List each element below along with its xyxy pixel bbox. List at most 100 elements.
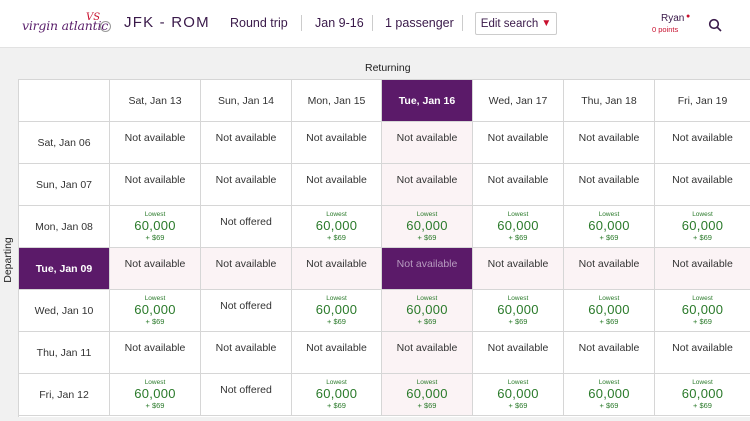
user-menu-dot-icon[interactable]: ● — [686, 13, 691, 20]
fare-cell[interactable]: Not available — [292, 248, 382, 290]
not-available-text: Not available — [672, 174, 733, 186]
lowest-label: Lowest — [144, 379, 166, 386]
fare-cell[interactable]: Not offered — [201, 374, 292, 416]
column-header[interactable]: Sun, Jan 14 — [201, 80, 292, 122]
row-header[interactable]: Wed, Jan 10 — [19, 290, 110, 332]
column-header[interactable]: Sat, Jan 13 — [110, 80, 201, 122]
not-available-text: Not available — [578, 258, 640, 270]
miles-price: 60,000 — [134, 386, 176, 401]
fare-cell[interactable]: Not available — [110, 122, 201, 164]
fee-price: + $69 — [145, 317, 165, 326]
fare-cell[interactable]: Not available — [564, 332, 655, 374]
fare-cell[interactable]: Not available — [655, 164, 750, 206]
fee-price: + $69 — [145, 233, 165, 242]
column-header[interactable]: Tue, Jan 16 — [382, 80, 473, 122]
fare-cell[interactable]: Not available — [473, 248, 564, 290]
fare-cell[interactable]: Lowest 60,000 + $69 — [564, 206, 655, 248]
fare-cell[interactable]: Lowest 60,000 + $69 — [655, 374, 750, 416]
virgin-atlantic-logo[interactable]: virgin atlantic VS — [22, 12, 114, 36]
not-available-text: Not available — [306, 342, 367, 354]
fare-cell[interactable]: Not available — [201, 122, 292, 164]
fare-cell[interactable]: Not available — [110, 248, 201, 290]
lowest-label: Lowest — [692, 211, 713, 218]
fare-cell[interactable]: Not available — [564, 248, 655, 290]
fare-cell[interactable]: Not available — [655, 332, 750, 374]
fare-cell[interactable]: Not available — [201, 248, 292, 290]
not-available-text: Not available — [396, 342, 458, 354]
fare-cell[interactable]: Not available — [201, 164, 292, 206]
fare-cell[interactable]: Lowest 60,000 + $69 — [110, 290, 201, 332]
fare-cell[interactable]: Not available — [292, 164, 382, 206]
edit-search-button[interactable]: Edit search ▼ — [475, 12, 557, 35]
not-available-text: Not available — [215, 342, 277, 354]
fare-cell[interactable]: Not offered — [201, 206, 292, 248]
trip-dates: Jan 9-16 — [315, 16, 364, 30]
fare-cell[interactable]: Lowest 60,000 + $69 — [655, 206, 750, 248]
returning-label: Returning — [365, 62, 411, 74]
fare-cell[interactable]: Lowest 60,000 + $69 — [110, 206, 201, 248]
fare-cell[interactable]: Lowest 60,000 + $69 — [292, 290, 382, 332]
fare-cell[interactable]: Lowest 60,000 + $69 — [382, 206, 473, 248]
fare-cell[interactable]: Not available — [473, 122, 564, 164]
fare-cell[interactable]: Lowest 60,000 + $69 — [382, 290, 473, 332]
fare-cell[interactable]: Not available — [655, 122, 750, 164]
column-header[interactable]: Mon, Jan 15 — [292, 80, 382, 122]
fare-cell[interactable]: Not available — [564, 122, 655, 164]
divider — [462, 15, 463, 31]
grid-corner — [19, 80, 110, 122]
fare-cell[interactable]: Lowest 60,000 + $69 — [655, 290, 750, 332]
fare-cell[interactable]: Lowest 60,000 + $69 — [564, 374, 655, 416]
fare-cell[interactable]: Not available — [382, 332, 473, 374]
fare-cell[interactable]: Lowest 60,000 + $69 — [564, 290, 655, 332]
lowest-label: Lowest — [326, 295, 347, 302]
fare-cell[interactable]: Lowest 60,000 + $69 — [292, 206, 382, 248]
lowest-label: Lowest — [507, 295, 529, 302]
not-available-text: Not available — [124, 258, 186, 270]
row-header[interactable]: Sun, Jan 07 — [19, 164, 110, 206]
fare-cell[interactable]: Not available — [292, 122, 382, 164]
row-header[interactable]: Fri, Jan 12 — [19, 374, 110, 416]
column-header[interactable]: Fri, Jan 19 — [655, 80, 750, 122]
column-header[interactable]: Thu, Jan 18 — [564, 80, 655, 122]
fare-cell[interactable]: Not available — [473, 164, 564, 206]
fare-cell[interactable]: Not offered — [201, 290, 292, 332]
lowest-label: Lowest — [416, 211, 438, 218]
fare-cell[interactable]: Not available — [473, 332, 564, 374]
fare-cell[interactable]: Lowest 60,000 + $69 — [110, 374, 201, 416]
miles-price: 60,000 — [681, 386, 724, 401]
column-header[interactable]: Wed, Jan 17 — [473, 80, 564, 122]
fare-cell[interactable]: Lowest 60,000 + $69 — [473, 206, 564, 248]
not-offered-text: Not offered — [220, 216, 272, 228]
fee-price: + $69 — [599, 317, 619, 326]
search-icon[interactable] — [708, 18, 722, 32]
fee-price: + $69 — [693, 401, 712, 410]
fare-cell[interactable]: Not available — [655, 248, 750, 290]
fare-cell[interactable]: Not available — [382, 248, 473, 290]
fare-cell[interactable]: Not available — [292, 332, 382, 374]
row-header[interactable]: Thu, Jan 11 — [19, 332, 110, 374]
fare-cell[interactable]: Lowest 60,000 + $69 — [382, 374, 473, 416]
fare-cell[interactable]: Lowest 60,000 + $69 — [473, 374, 564, 416]
row-header[interactable]: Sat, Jan 06 — [19, 122, 110, 164]
lowest-label: Lowest — [692, 379, 713, 386]
lowest-label: Lowest — [507, 211, 529, 218]
miles-price: 60,000 — [406, 218, 448, 233]
miles-price: 60,000 — [497, 218, 539, 233]
fare-cell[interactable]: Not available — [382, 164, 473, 206]
fare-cell[interactable]: Not available — [564, 164, 655, 206]
miles-price: 60,000 — [134, 302, 176, 317]
fare-cell[interactable]: Not available — [110, 164, 201, 206]
lowest-label: Lowest — [598, 211, 620, 218]
user-name[interactable]: Ryan — [661, 13, 685, 24]
fare-cell[interactable]: Lowest 60,000 + $69 — [473, 290, 564, 332]
not-available-text: Not available — [306, 258, 367, 270]
top-bar: virgin atlantic VS JFK - ROM Round trip … — [0, 0, 750, 48]
fare-cell[interactable]: Lowest 60,000 + $69 — [292, 374, 382, 416]
fare-cell[interactable]: Not available — [110, 332, 201, 374]
fee-price: + $69 — [508, 233, 528, 242]
row-header[interactable]: Tue, Jan 09 — [19, 248, 110, 290]
row-header[interactable]: Mon, Jan 08 — [19, 206, 110, 248]
fare-cell[interactable]: Not available — [382, 122, 473, 164]
fare-cell[interactable]: Not available — [201, 332, 292, 374]
fee-price: + $69 — [417, 401, 437, 410]
